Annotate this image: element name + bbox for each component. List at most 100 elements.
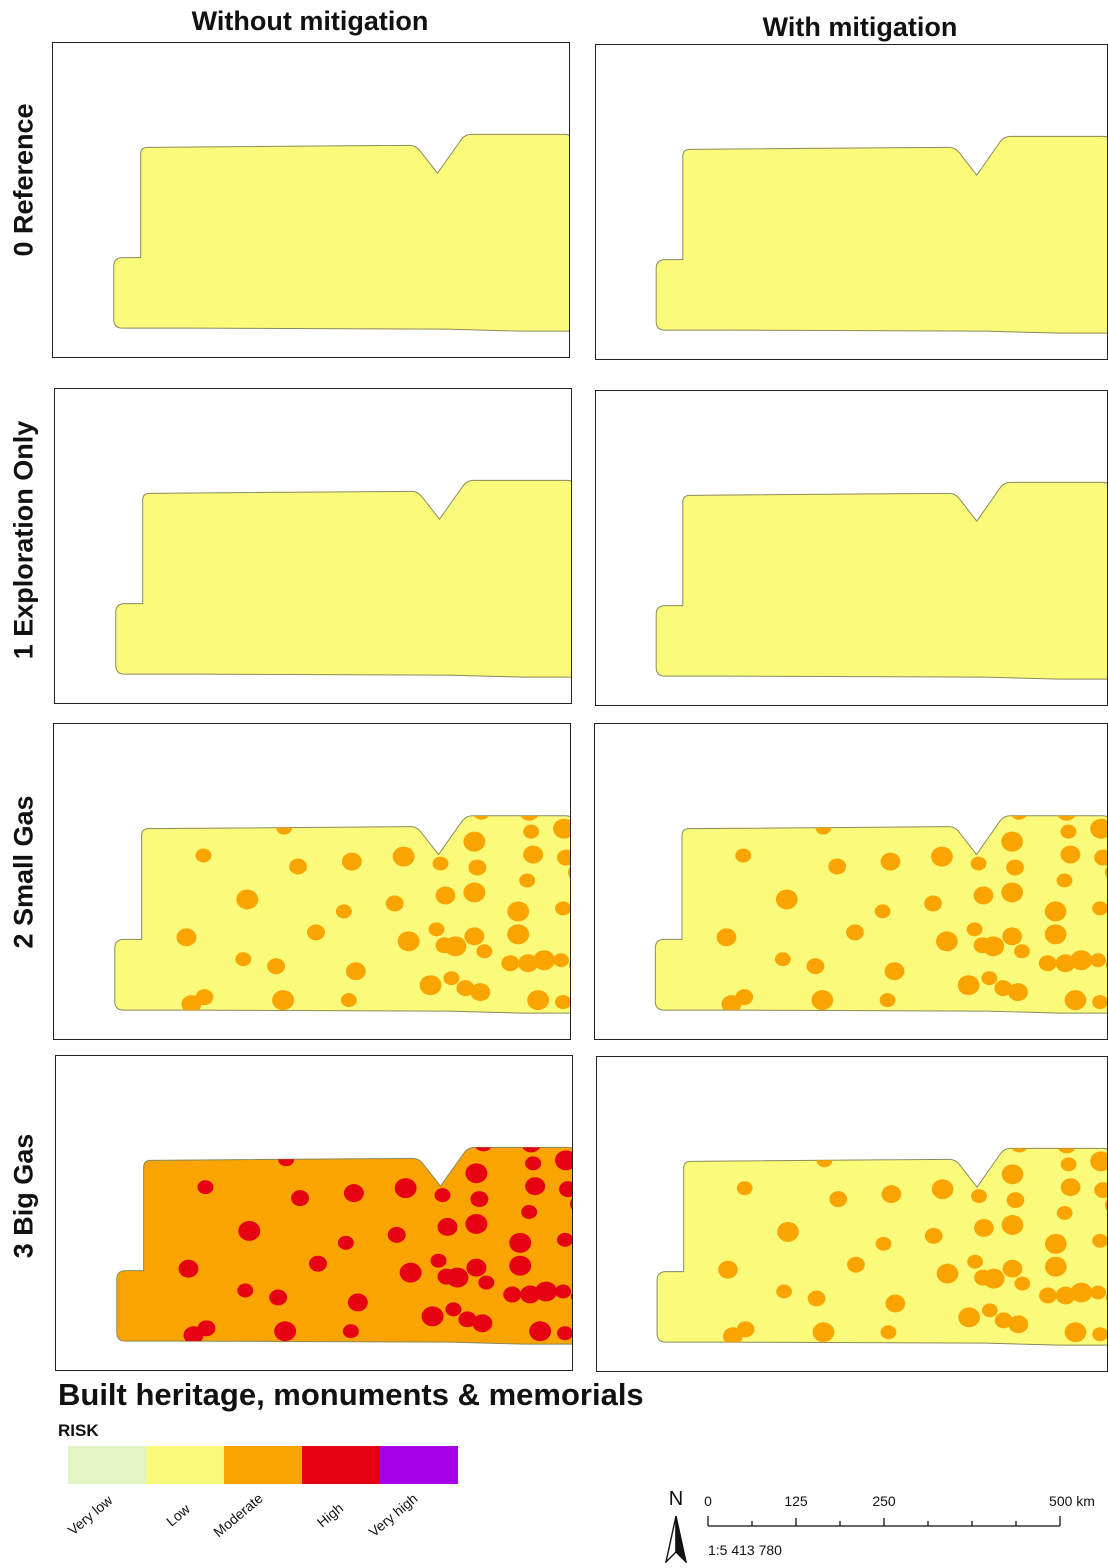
risk-spot — [846, 924, 864, 941]
legend-color-bar — [68, 1446, 458, 1484]
risk-spot — [1064, 990, 1087, 1011]
risk-spot — [735, 848, 752, 863]
risk-spot — [432, 856, 449, 871]
map-canvas — [656, 1147, 1107, 1346]
risk-spot — [520, 1285, 541, 1304]
risk-spot — [1014, 1276, 1031, 1291]
map-canvas — [114, 815, 570, 1014]
risk-spots — [716, 815, 1107, 1014]
risk-spot — [880, 1325, 897, 1340]
risk-spot — [936, 1263, 959, 1284]
risk-spot — [1010, 1148, 1029, 1153]
risk-spot — [1056, 1148, 1077, 1154]
risk-spot — [466, 1258, 487, 1277]
map-canvas — [654, 815, 1107, 1014]
risk-spot — [875, 1236, 892, 1251]
risk-spot — [341, 852, 362, 871]
risk-spots — [176, 815, 570, 1014]
risk-spot — [309, 1255, 327, 1272]
risk-spot — [501, 955, 520, 972]
study-area-region — [655, 135, 1107, 334]
risk-spot — [981, 971, 998, 986]
study-area-region — [655, 481, 1107, 680]
legend-swatch-high — [302, 1446, 380, 1484]
risk-spot — [503, 1286, 522, 1303]
risk-spot — [519, 815, 540, 821]
risk-spot — [1056, 1206, 1073, 1220]
risk-spot — [181, 995, 202, 1014]
map-canvas — [113, 133, 569, 332]
map-panel-small-gas-without-mitigation — [53, 723, 571, 1040]
risk-spot — [957, 975, 980, 996]
risk-spot — [982, 936, 1005, 957]
risk-spot — [197, 1180, 214, 1195]
risk-spot — [555, 995, 570, 1010]
risk-spot — [1060, 845, 1081, 864]
risk-spot — [1090, 818, 1107, 839]
risk-spot — [235, 952, 252, 967]
map-canvas — [655, 481, 1107, 680]
risk-spot — [1092, 1327, 1107, 1342]
risk-spot — [437, 1217, 458, 1236]
risk-spot — [723, 1327, 743, 1346]
risk-spot — [385, 895, 404, 912]
risk-spot — [289, 858, 308, 875]
legend-title: Built heritage, monuments & memorials — [58, 1377, 644, 1412]
risk-spot — [463, 831, 486, 852]
risk-spot — [337, 1235, 354, 1250]
scale-tick-500km: 500 km — [1049, 1493, 1095, 1509]
risk-spot — [1070, 1282, 1093, 1303]
risk-spot — [806, 958, 825, 975]
risk-spot — [1094, 1182, 1107, 1199]
risk-spot — [776, 1284, 792, 1299]
map-panel-reference-with-mitigation — [595, 44, 1108, 360]
risk-spot — [1039, 1287, 1057, 1304]
risk-spot — [812, 1322, 835, 1343]
risk-spot — [1008, 1315, 1029, 1334]
risk-spot — [971, 1189, 987, 1204]
risk-spot — [443, 971, 460, 986]
risk-spot — [507, 901, 530, 922]
map-panel-reference-without-mitigation — [52, 42, 570, 358]
study-area-region — [115, 479, 571, 678]
risk-spot — [885, 1294, 906, 1313]
risk-spot — [931, 1179, 954, 1200]
risk-spot — [470, 1191, 489, 1208]
risk-spot — [973, 886, 994, 905]
risk-spot — [474, 1147, 493, 1152]
risk-spot — [472, 815, 491, 820]
risk-spot — [1092, 901, 1107, 916]
risk-spot — [272, 990, 295, 1011]
risk-spot — [718, 1260, 738, 1279]
risk-spot — [519, 873, 536, 888]
risk-spot — [1044, 924, 1067, 945]
risk-spot — [435, 886, 456, 905]
risk-spot — [555, 1150, 572, 1171]
map-panel-small-gas-with-mitigation — [594, 723, 1108, 1040]
risk-spot — [874, 904, 891, 919]
risk-spot — [521, 1205, 538, 1219]
risk-spot — [884, 962, 905, 981]
risk-spot — [775, 889, 798, 910]
risk-spot — [1092, 1233, 1107, 1248]
risk-spot — [847, 1256, 865, 1273]
legend-swatch-very-low — [68, 1446, 146, 1484]
risk-spot — [555, 1284, 572, 1299]
risk-spot — [559, 1181, 572, 1198]
risk-spot — [982, 1268, 1005, 1289]
column-header-with-mitigation: With mitigation — [762, 12, 958, 42]
risk-spot — [507, 924, 530, 945]
north-arrow: N — [660, 1488, 692, 1565]
risk-spot — [721, 995, 742, 1014]
risk-spot — [880, 852, 901, 871]
risk-spot — [267, 958, 286, 975]
risk-spot — [434, 1188, 451, 1203]
risk-spot — [470, 983, 491, 1002]
study-area-region — [113, 133, 569, 332]
risk-spot — [931, 846, 953, 867]
risk-spot — [236, 889, 259, 910]
risk-spot — [387, 1226, 406, 1243]
risk-spot — [1002, 1259, 1023, 1278]
risk-spot — [527, 990, 550, 1011]
column-header-without-mitigation: Without mitigation — [191, 6, 429, 36]
